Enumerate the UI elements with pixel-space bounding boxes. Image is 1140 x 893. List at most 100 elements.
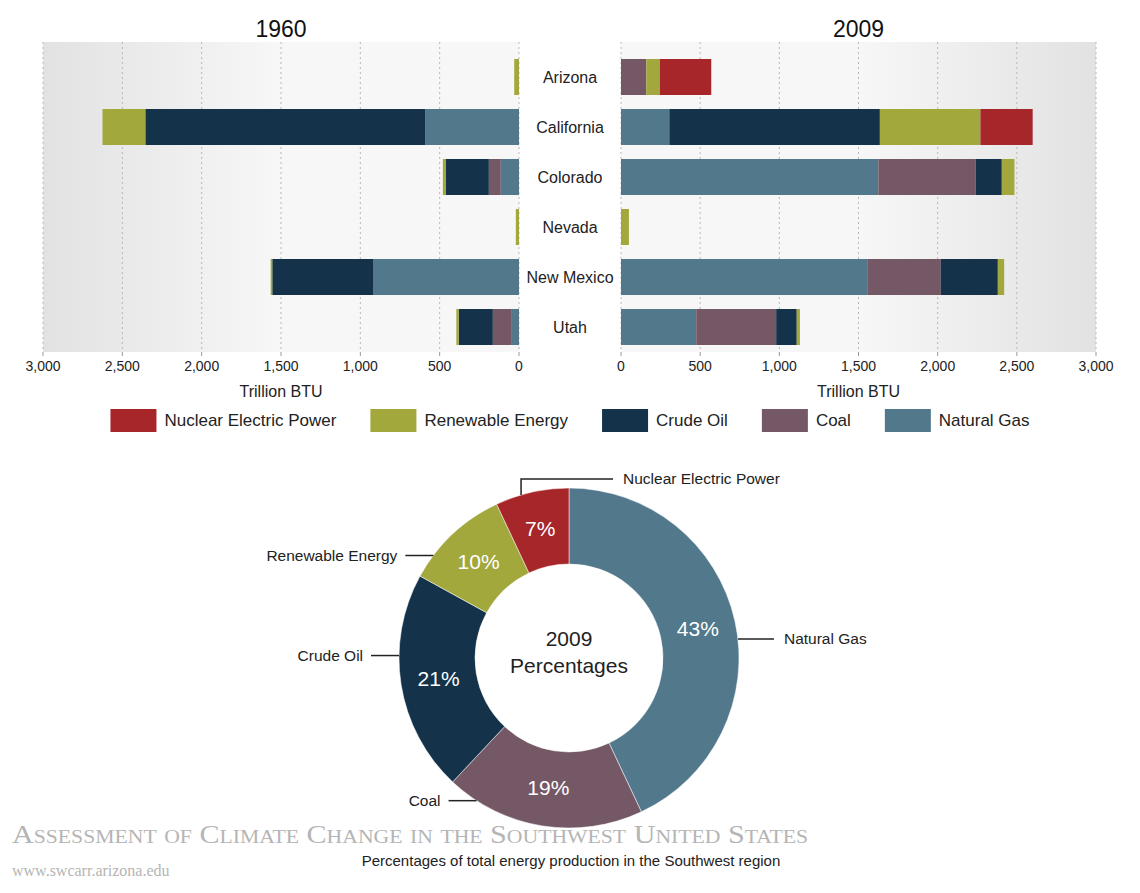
bar-segment: New Mexico Renewable Energy: [998, 259, 1004, 295]
bar-segment: Nevada Renewable Energy: [621, 209, 629, 245]
tick-mark: [700, 352, 701, 356]
panel-title: 2009: [833, 16, 884, 42]
bars: Arizona Natural GasArizona CoalArizona C…: [103, 59, 520, 345]
legend-label: Nuclear Electric Power: [164, 411, 336, 430]
grid-line: [1096, 42, 1097, 352]
axis-label: Trillion BTU: [817, 383, 900, 400]
leader-line: [521, 479, 613, 495]
tick-label: 2,000: [184, 358, 219, 374]
category-label: Colorado: [538, 169, 603, 186]
tick-mark: [858, 352, 859, 356]
legend-label: Renewable Energy: [424, 411, 568, 430]
category-label: New Mexico: [526, 269, 613, 286]
tick-label: 1,500: [263, 358, 298, 374]
bar-segment: California Nuclear Electric Power: [102, 109, 103, 145]
bar-segment: New Mexico Nuclear Electric Power: [270, 259, 271, 295]
bar-segment: Utah Crude Oil: [776, 309, 797, 345]
data-label: 21%: [418, 667, 460, 690]
category-label: California: [536, 119, 604, 136]
bar-segment: Arizona Coal: [621, 59, 646, 95]
tick-label: 1,000: [762, 358, 797, 374]
category-label: Natural Gas: [784, 630, 867, 647]
category-label: Arizona: [543, 69, 597, 86]
bar-segment: New Mexico Nuclear Electric Power: [1004, 259, 1005, 295]
tick-label: 2,000: [920, 358, 955, 374]
bar-segment: Utah Natural Gas: [511, 309, 519, 345]
donut-slice: [497, 488, 569, 573]
plot-background: [43, 42, 519, 352]
tick-label: 3,000: [1078, 358, 1113, 374]
tick-mark: [281, 352, 282, 356]
bar-segment: Utah Renewable Energy: [797, 309, 800, 345]
bars: Arizona Natural GasArizona CoalArizona C…: [621, 59, 1033, 345]
bar-segment: New Mexico Coal: [867, 259, 941, 295]
category-label: Nuclear Electric Power: [623, 470, 780, 487]
legend: Nuclear Electric Power Renewable Energy Cr…: [110, 409, 1029, 432]
tick-mark: [937, 352, 938, 356]
bar-segment: Colorado Renewable Energy: [443, 159, 446, 195]
bar-segment: Arizona Nuclear Electric Power: [660, 59, 711, 95]
leader-line: [405, 555, 433, 557]
donut: [399, 488, 739, 828]
tick-label: 1,500: [841, 358, 876, 374]
tick-label: 2,500: [999, 358, 1034, 374]
tick-label: 500: [688, 358, 712, 374]
leader-line: [449, 800, 477, 802]
legend-label: Coal: [816, 411, 851, 430]
bar-segment: California Renewable Energy: [880, 109, 981, 145]
bar-segment: Utah Nuclear Electric Power: [799, 309, 800, 345]
bar-segment: Colorado Nuclear Electric Power: [1014, 159, 1015, 195]
tick-label: 1,000: [343, 358, 378, 374]
bar-segment: Colorado Coal: [489, 159, 501, 195]
bar-segment: California Natural Gas: [621, 109, 669, 145]
grid-line: [360, 42, 361, 352]
bar-segment: Utah Renewable Energy: [456, 309, 458, 345]
legend-label: Natural Gas: [939, 411, 1030, 430]
tick-mark: [122, 352, 123, 356]
grid-line: [43, 42, 44, 352]
bar-segment: New Mexico Crude Oil: [941, 259, 998, 295]
grid-line: [1016, 42, 1017, 352]
tick-label: 2,500: [105, 358, 140, 374]
tick-mark: [360, 352, 361, 356]
bar-segment: Arizona Renewable Energy: [514, 59, 519, 95]
legend-swatch: [885, 409, 931, 432]
bar-segment: Utah Coal: [493, 309, 511, 345]
bar-segment: New Mexico Natural Gas: [621, 259, 867, 295]
tick-mark: [201, 352, 202, 356]
category-label: Crude Oil: [298, 647, 363, 664]
grid-line: [201, 42, 202, 352]
tick-mark: [439, 352, 440, 356]
bar-segment: Colorado Nuclear Electric Power: [442, 159, 443, 195]
grid-line: [858, 42, 859, 352]
grid-line: [439, 42, 440, 352]
caption: Percentages of total energy production i…: [362, 852, 781, 869]
tick-mark: [43, 352, 44, 356]
tick-label: 0: [515, 358, 523, 374]
data-label: 43%: [677, 617, 719, 640]
figure: 3,000 2,500 2,000 1,500 1,000 500 0 Arizona Nat…: [0, 0, 1140, 893]
bar-segment: California Crude Oil: [145, 109, 425, 145]
category-label: Nevada: [542, 219, 597, 236]
legend-swatch: [762, 409, 808, 432]
bar-segment: California Renewable Energy: [103, 109, 146, 145]
legend-label: Crude Oil: [656, 411, 728, 430]
category-label: Renewable Energy: [266, 547, 397, 564]
bar-segment: Nevada Renewable Energy: [516, 209, 519, 245]
bar-segment: Utah Natural Gas: [621, 309, 696, 345]
tick-mark: [1016, 352, 1017, 356]
tick-mark: [621, 352, 622, 356]
tick-label: 3,000: [25, 358, 60, 374]
leader-line: [371, 655, 399, 657]
bar-segment: New Mexico Crude Oil: [272, 259, 373, 295]
tick-label: 0: [617, 358, 625, 374]
donut-title: 2009Percentages: [510, 627, 628, 677]
legend-swatch: [110, 409, 156, 432]
title-line: 2009: [546, 627, 593, 650]
bar-segment: California Nuclear Electric Power: [980, 109, 1032, 145]
bar-segment: Arizona Nuclear Electric Power: [514, 59, 515, 95]
leader-line: [738, 638, 774, 640]
bar-segment: Colorado Renewable Energy: [1002, 159, 1015, 195]
axis-label: Trillion BTU: [240, 383, 323, 400]
bar-segment: California Crude Oil: [669, 109, 880, 145]
